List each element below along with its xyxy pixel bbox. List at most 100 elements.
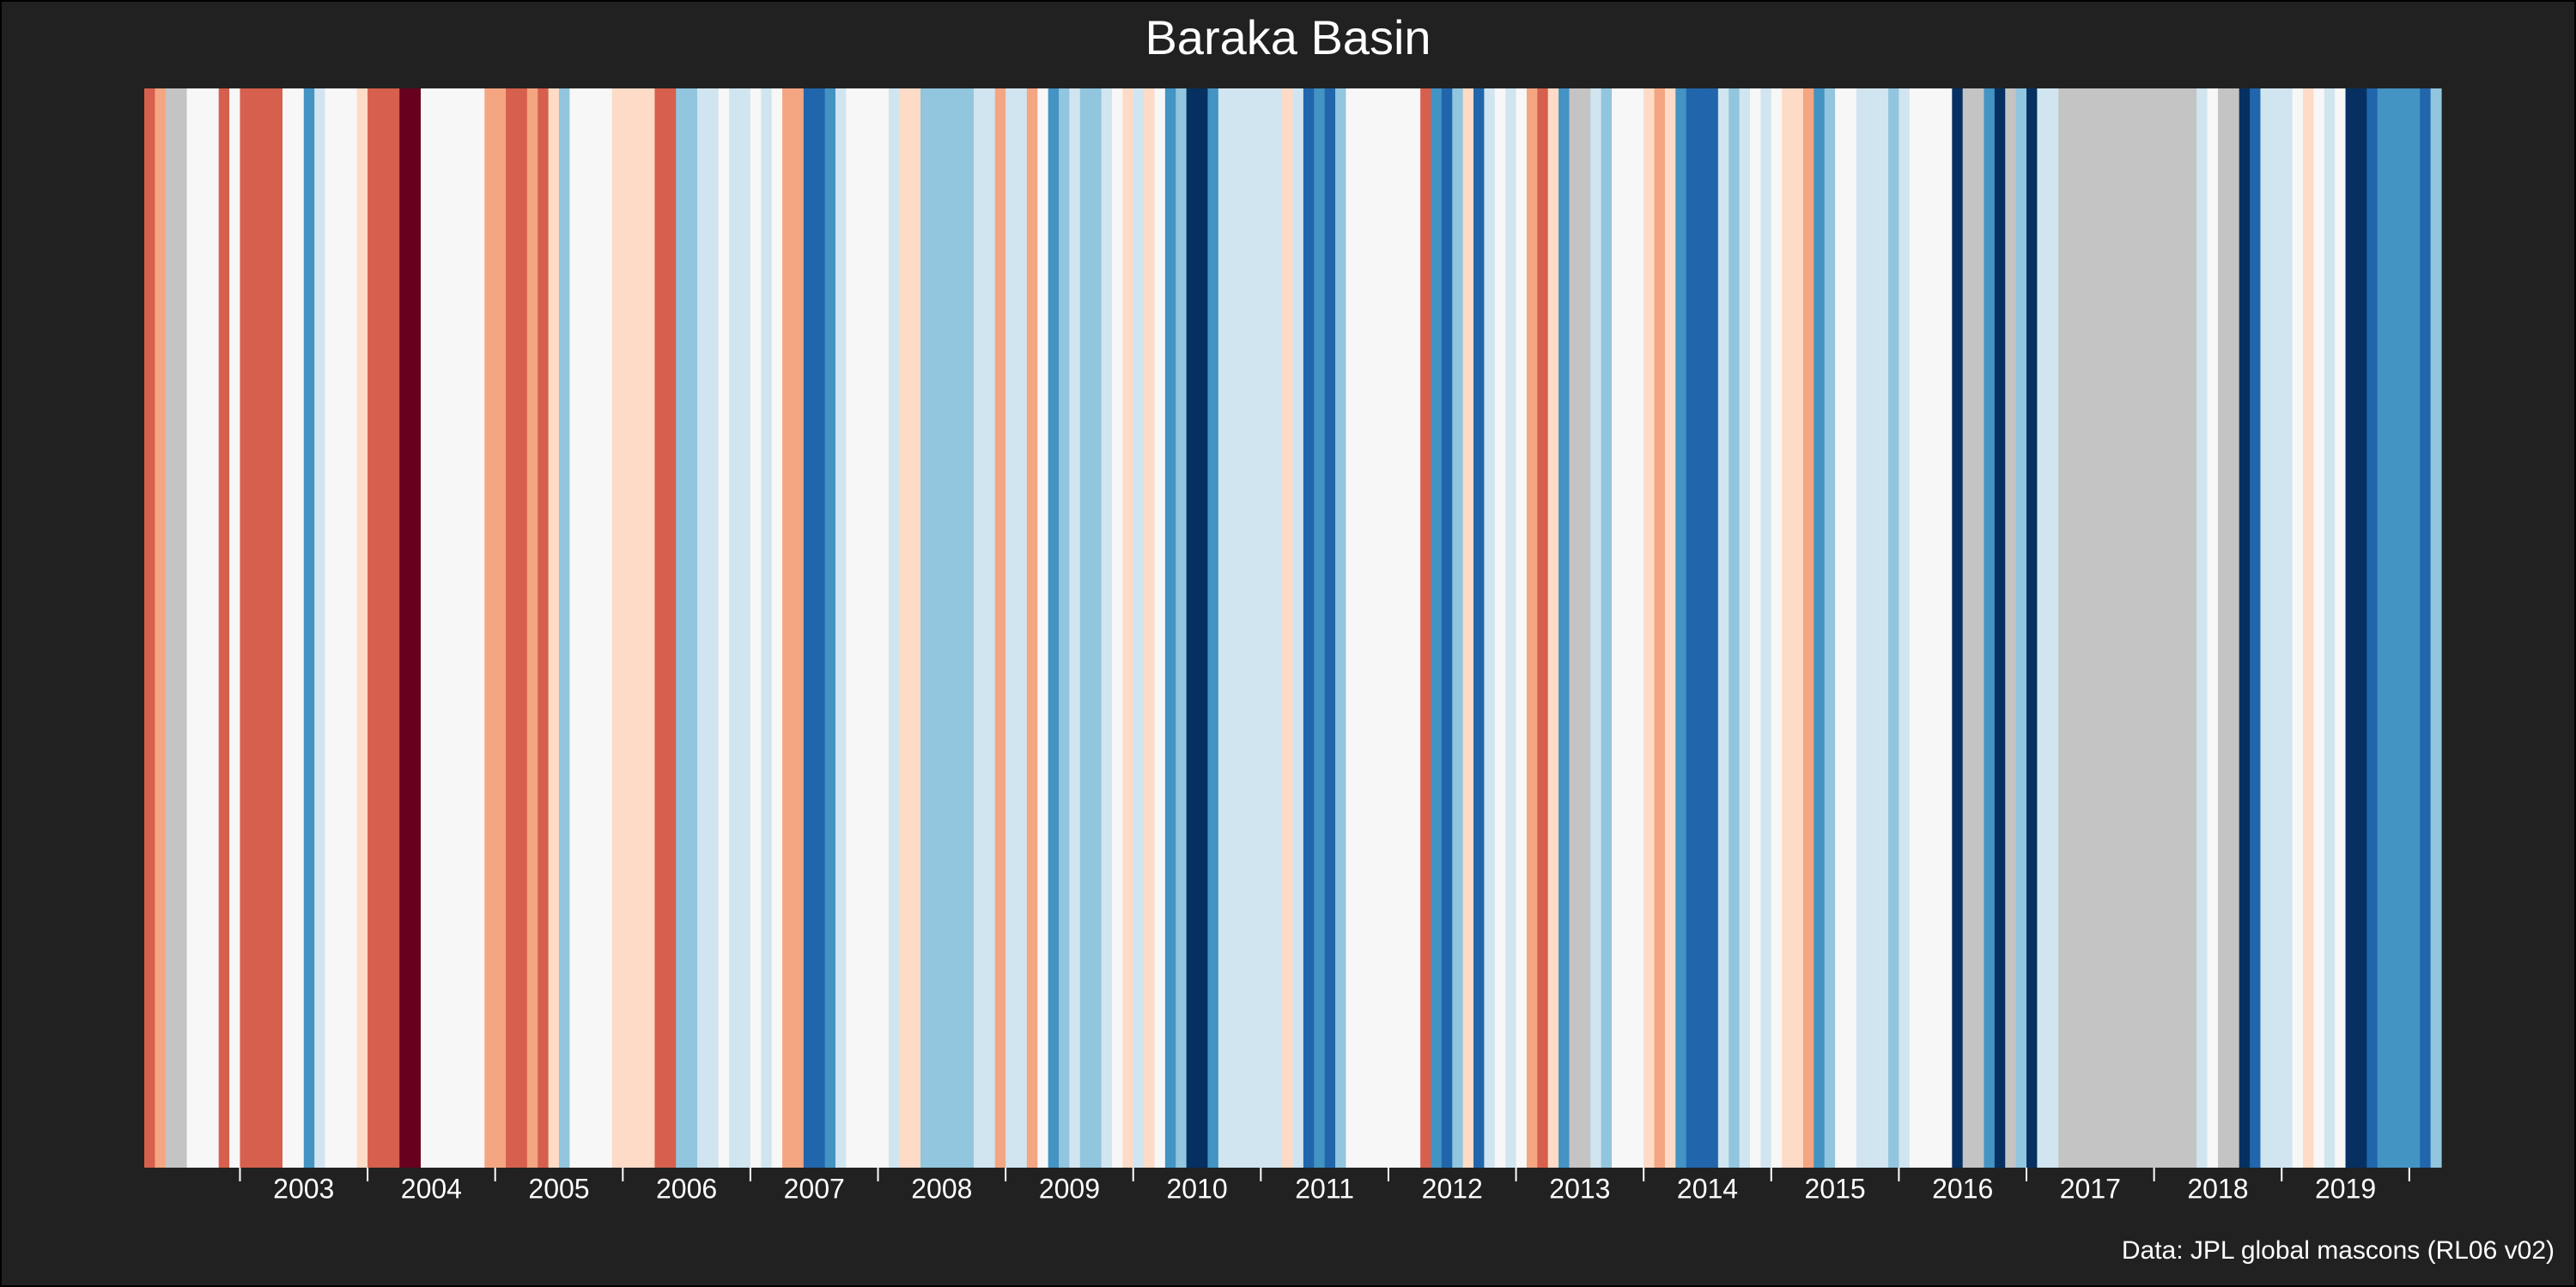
stripe — [2069, 88, 2081, 1168]
stripe — [708, 88, 720, 1168]
stripe — [1186, 88, 1198, 1168]
stripe — [2228, 88, 2240, 1168]
stripe — [941, 88, 953, 1168]
stripe — [495, 88, 507, 1168]
stripe — [750, 88, 762, 1168]
stripe — [686, 88, 698, 1168]
stripe — [1282, 88, 1294, 1168]
stripe — [2079, 88, 2091, 1168]
stripe — [899, 88, 911, 1168]
stripe — [2250, 88, 2262, 1168]
stripe — [2132, 88, 2144, 1168]
stripe — [1802, 88, 1814, 1168]
stripe — [1249, 88, 1261, 1168]
stripe — [1314, 88, 1326, 1168]
x-tick-label: 2018 — [2187, 1173, 2248, 1204]
stripe — [1101, 88, 1113, 1168]
stripe — [633, 88, 645, 1168]
stripe — [1516, 88, 1528, 1168]
stripe — [611, 88, 623, 1168]
stripe — [1824, 88, 1836, 1168]
stripe — [1356, 88, 1368, 1168]
stripe — [1261, 88, 1273, 1168]
x-tick-label: 2006 — [656, 1173, 717, 1204]
stripe — [856, 88, 868, 1168]
x-tick-label: 2003 — [273, 1173, 334, 1204]
stripe — [644, 88, 656, 1168]
x-tick-label: 2019 — [2315, 1173, 2376, 1204]
stripe — [1431, 88, 1443, 1168]
stripe — [484, 88, 496, 1168]
stripe — [1835, 88, 1847, 1168]
stripe — [356, 88, 368, 1168]
stripe — [1952, 88, 1964, 1168]
stripe — [1643, 88, 1656, 1168]
stripe — [835, 88, 847, 1168]
stripe — [1909, 88, 1921, 1168]
stripe — [473, 88, 485, 1168]
stripe — [1558, 88, 1571, 1168]
stripe — [771, 88, 783, 1168]
stripe — [793, 88, 805, 1168]
stripe — [1271, 88, 1283, 1168]
stripe — [186, 88, 198, 1168]
stripe — [1632, 88, 1644, 1168]
stripe — [867, 88, 879, 1168]
stripe — [1122, 88, 1134, 1168]
stripe — [431, 88, 443, 1168]
stripe — [1622, 88, 1634, 1168]
stripe — [208, 88, 220, 1168]
stripe — [558, 88, 570, 1168]
stripe — [2217, 88, 2229, 1168]
stripe — [782, 88, 794, 1168]
x-tick-label: 2013 — [1549, 1173, 1610, 1204]
stripe — [2239, 88, 2251, 1168]
stripe — [2154, 88, 2166, 1168]
stripe — [1176, 88, 1188, 1168]
stripe — [2185, 88, 2197, 1168]
stripe — [1399, 88, 1411, 1168]
stripe — [2122, 88, 2134, 1168]
stripe — [803, 88, 815, 1168]
stripe — [368, 88, 380, 1168]
stripe — [739, 88, 751, 1168]
stripe — [155, 88, 167, 1168]
stripe — [1335, 88, 1347, 1168]
stripe — [2355, 88, 2367, 1168]
stripe — [1867, 88, 1879, 1168]
x-tick-label: 2016 — [1932, 1173, 1993, 1204]
stripe — [1728, 88, 1741, 1168]
stripe — [1590, 88, 1602, 1168]
stripe — [623, 88, 635, 1168]
stripe — [1920, 88, 1932, 1168]
stripe — [1877, 88, 1889, 1168]
stripe — [538, 88, 550, 1168]
stripe — [1377, 88, 1389, 1168]
stripe — [1739, 88, 1751, 1168]
stripe — [2047, 88, 2059, 1168]
stripe — [846, 88, 858, 1168]
stripe — [1856, 88, 1868, 1168]
x-tick-label: 2009 — [1039, 1173, 1100, 1204]
stripe — [1782, 88, 1794, 1168]
stripe — [601, 88, 613, 1168]
stripe — [1420, 88, 1432, 1168]
stripe — [2207, 88, 2219, 1168]
stripe — [1197, 88, 1209, 1168]
stripe — [1494, 88, 1506, 1168]
stripe — [314, 88, 326, 1168]
stripe — [1239, 88, 1251, 1168]
stripe — [1091, 88, 1103, 1168]
stripe — [1697, 88, 1709, 1168]
stripe — [399, 88, 411, 1168]
stripe — [2058, 88, 2070, 1168]
stripe — [665, 88, 677, 1168]
stripe — [1059, 88, 1071, 1168]
stripe — [1388, 88, 1400, 1168]
stripe — [1962, 88, 1974, 1168]
stripe — [2260, 88, 2272, 1168]
stripe — [410, 88, 422, 1168]
stripe — [1164, 88, 1176, 1168]
stripe — [1346, 88, 1358, 1168]
stripe — [1111, 88, 1123, 1168]
